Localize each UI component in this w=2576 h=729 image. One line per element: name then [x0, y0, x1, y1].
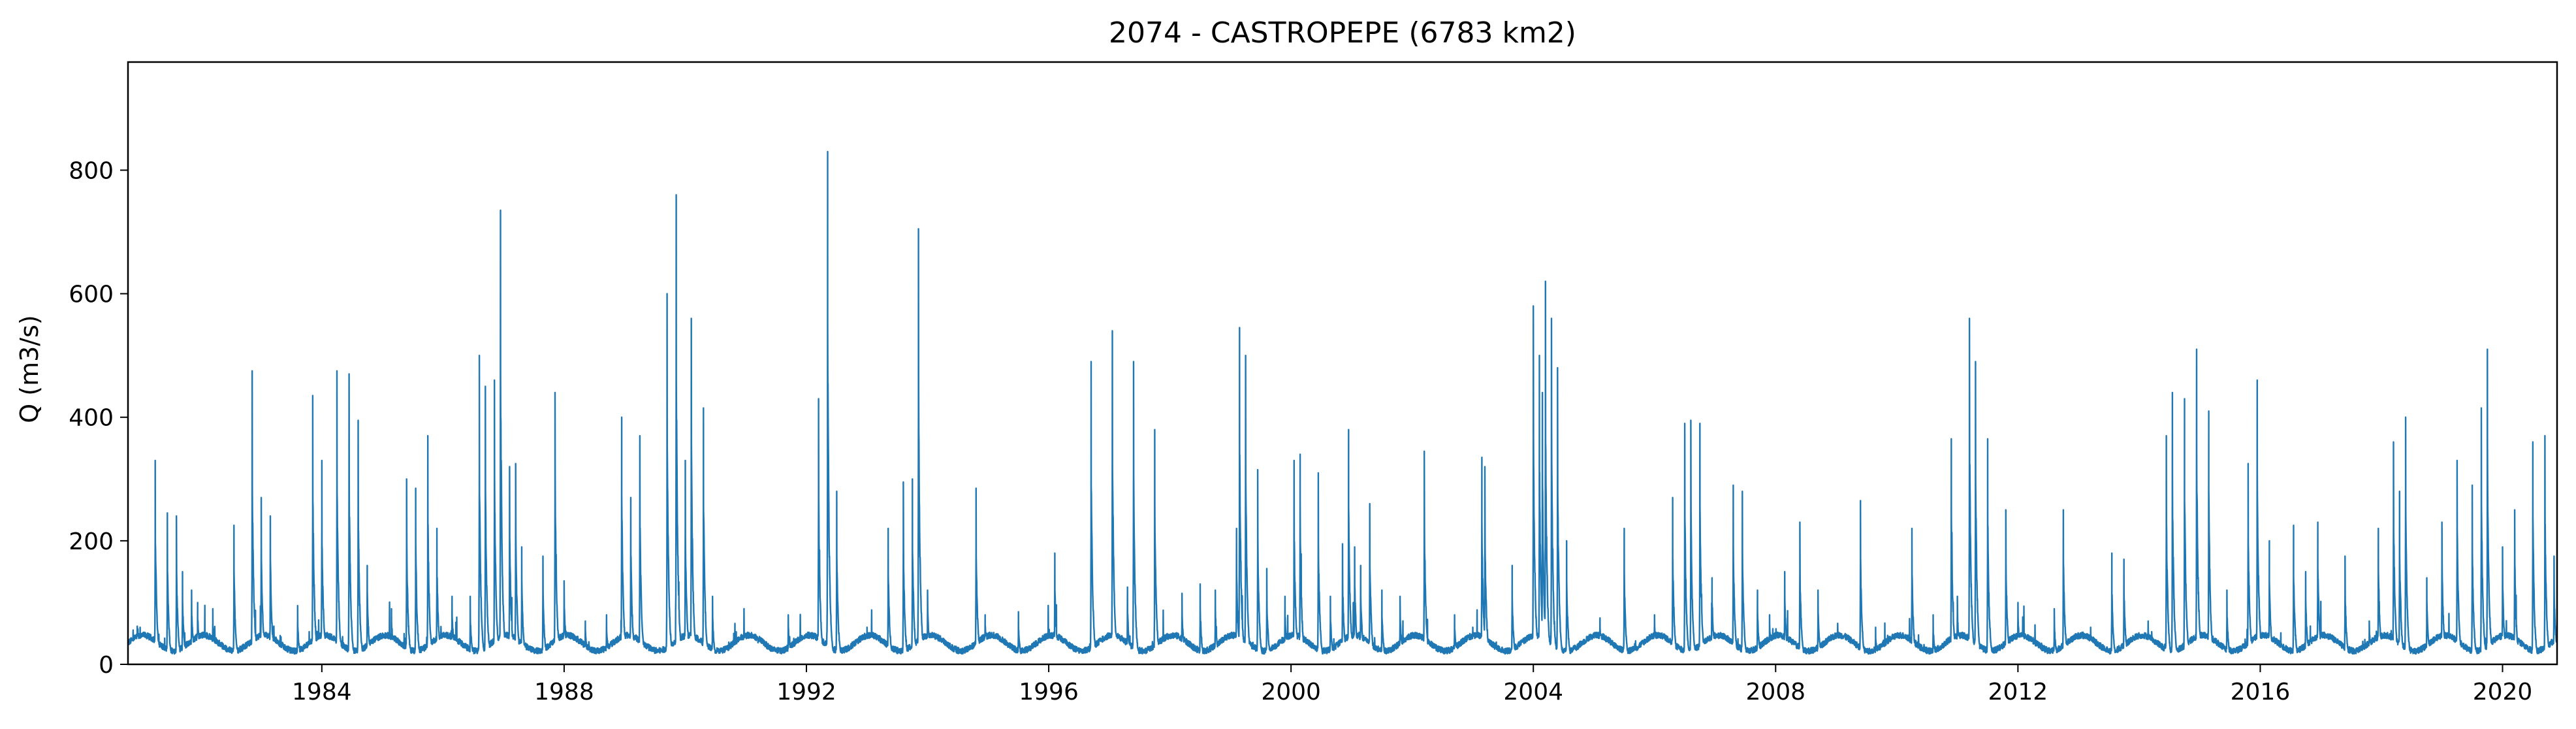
- x-axis: 1984 1988 1992 1996 2000 2004 2008 2012 2016 2020: [292, 664, 2532, 705]
- x-tick-label: 1984: [292, 679, 352, 705]
- y-tick-label: 800: [69, 157, 114, 184]
- y-tick-label: 0: [99, 652, 114, 679]
- x-tick-label: 1996: [1019, 679, 1079, 705]
- y-tick-label: 600: [69, 282, 114, 308]
- y-axis: 0 200 400 600 800: [69, 157, 128, 679]
- x-tick-label: 1992: [776, 679, 836, 705]
- x-tick-label: 2012: [1988, 679, 2048, 705]
- discharge-series-line: [128, 150, 2557, 655]
- y-axis-label: Q (m3/s): [15, 315, 44, 423]
- x-tick-label: 2016: [2231, 679, 2291, 705]
- y-tick-label: 200: [69, 528, 114, 555]
- x-tick-label: 2004: [1503, 679, 1563, 705]
- x-tick-label: 2000: [1261, 679, 1321, 705]
- chart-title: 2074 - CASTROPEPE (6783 km2): [1109, 16, 1576, 50]
- x-tick-label: 2008: [1745, 679, 1805, 705]
- x-tick-label: 1988: [534, 679, 594, 705]
- y-tick-label: 400: [69, 405, 114, 432]
- x-tick-label: 2020: [2473, 679, 2533, 705]
- plot-frame: [127, 61, 2558, 666]
- plot-area: [128, 150, 2557, 655]
